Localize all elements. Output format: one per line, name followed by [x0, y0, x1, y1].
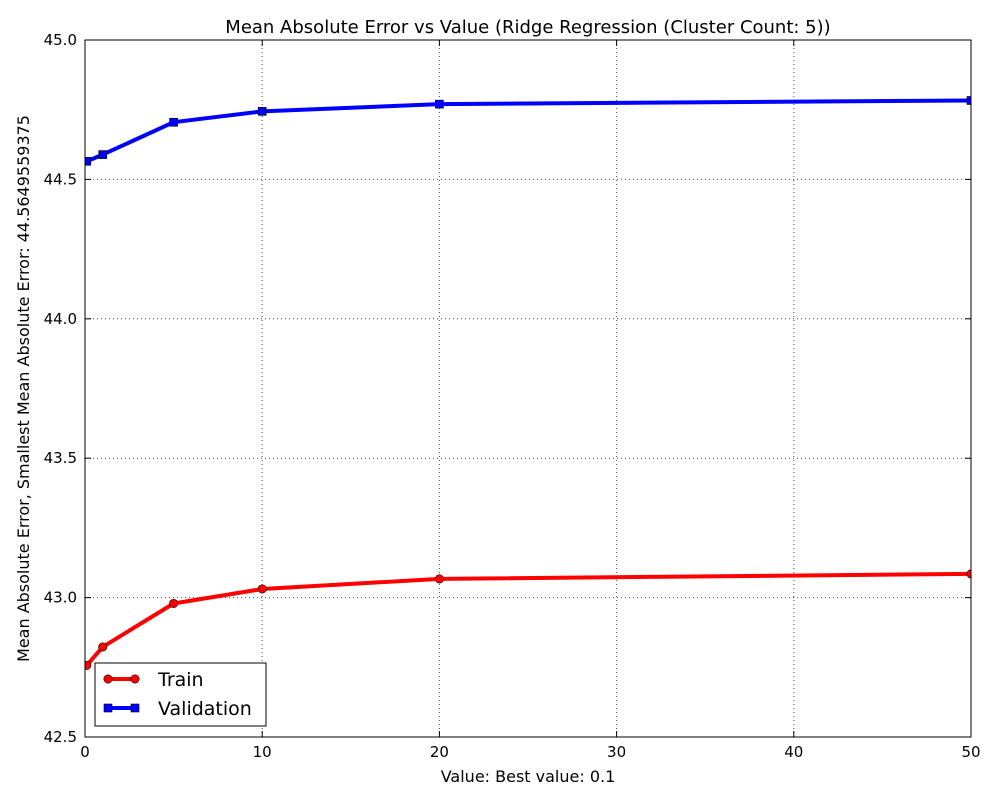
legend-box	[94, 662, 267, 727]
x-tick-label: 10	[253, 743, 272, 761]
y-tick-label: 43.0	[44, 589, 77, 607]
x-tick-label: 0	[80, 743, 90, 761]
legend-validation-label: Validation	[158, 698, 252, 720]
y-tick-label: 43.5	[44, 449, 77, 467]
y-tick-label: 45.0	[44, 31, 77, 49]
train-data-point	[169, 598, 179, 608]
legend-validation-marker	[103, 703, 113, 713]
validation-data-point	[257, 107, 267, 116]
train-series-line	[85, 571, 971, 667]
train-data-point	[85, 660, 92, 670]
validation-data-point	[169, 117, 178, 127]
validation-data-point	[435, 99, 444, 109]
validation-data-point	[966, 96, 971, 105]
plot-area-frame	[84, 39, 972, 738]
legend-train-label: Train	[157, 669, 204, 691]
validation-data-point	[85, 156, 92, 166]
chart-title: Mean Absolute Error vs Value (Ridge Regr…	[225, 17, 830, 38]
x-axis-label: Value: Best value: 0.1	[441, 767, 616, 786]
y-tick-label: 44.0	[44, 310, 77, 328]
x-tick-label: 30	[607, 743, 626, 761]
y-axis-label: Mean Absolute Error, Smallest Mean Absol…	[14, 115, 33, 662]
y-tick-label: 42.5	[44, 728, 77, 746]
series-layer	[85, 96, 971, 670]
train-data-point	[98, 642, 108, 652]
grid-layer	[85, 40, 971, 737]
legend: Train Validation	[94, 662, 267, 727]
x-tick-label: 20	[430, 743, 449, 761]
x-tick-label: 50	[961, 743, 980, 761]
legend-validation-marker	[130, 703, 140, 713]
x-tick-label: 40	[784, 743, 803, 761]
legend-train-marker	[103, 674, 113, 684]
legend-train-marker	[130, 674, 140, 684]
train-data-point	[257, 584, 267, 594]
tick-layer: 0 10 20 30 40 50 42.5 43.0 43.5 44.0 44.5 45.0	[44, 31, 981, 761]
y-tick-label: 44.5	[44, 170, 77, 188]
validation-series-line	[86, 98, 971, 164]
validation-data-point	[98, 150, 108, 159]
train-data-point	[434, 574, 444, 584]
